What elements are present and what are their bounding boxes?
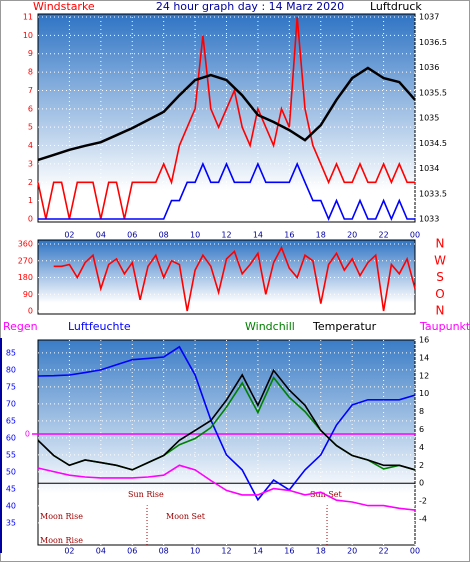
- series-line: [38, 161, 415, 222]
- x-tick-label: 12: [221, 547, 231, 556]
- y-tick-label: 35: [6, 518, 16, 527]
- series-line: [53, 245, 416, 312]
- y-tick-label: 75: [6, 382, 16, 391]
- y2-tick-label: 1034: [419, 164, 439, 173]
- y-tick-label: 0: [28, 307, 33, 316]
- x-tick-label: 08: [159, 231, 169, 240]
- annotation: Moon Rise: [40, 512, 83, 521]
- y2-tick-label: 1036.5: [419, 38, 447, 47]
- x-tick-label: 22: [378, 231, 388, 240]
- y2-tick-label: 1033: [419, 215, 439, 224]
- y-tick-label: 5: [28, 123, 33, 132]
- direction-label: O: [435, 287, 444, 301]
- x-tick-label: 12: [221, 231, 231, 240]
- y-tick-label: 85: [6, 348, 16, 357]
- y2-tick-label: -4: [419, 515, 427, 524]
- y-tick-label: 180: [18, 273, 33, 282]
- rain-label: Regen: [3, 320, 38, 333]
- y2-tick-label: 10: [419, 389, 429, 398]
- x-tick-label: 20: [347, 547, 357, 556]
- y-tick-label: 40: [6, 501, 16, 510]
- x-tick-label: 06: [127, 547, 137, 556]
- annotation: Sun Rise: [128, 490, 164, 499]
- x-tick-label: 04: [96, 547, 106, 556]
- wind-label: Windstarke: [33, 0, 95, 13]
- y-tick-label: 10: [23, 31, 33, 40]
- legend-entry: Temperatur: [312, 320, 377, 333]
- series-line: [37, 345, 416, 502]
- y2-tick-label: 8: [419, 407, 424, 416]
- x-tick-label: 20: [347, 231, 357, 240]
- y2-tick-label: 6: [419, 425, 424, 434]
- y-tick-label: 50: [6, 467, 16, 476]
- y2-tick-label: 1033.5: [419, 189, 447, 198]
- y-tick-label: 55: [6, 450, 16, 459]
- left-bar: [0, 338, 2, 553]
- y-tick-label: 270: [18, 256, 33, 265]
- direction-label: N: [436, 304, 445, 318]
- y-tick-label: 360: [18, 240, 33, 249]
- x-tick-label: 22: [378, 547, 388, 556]
- x-tick-label: 10: [190, 231, 200, 240]
- y2-tick-label: 4: [419, 443, 424, 452]
- y-tick-label: 11: [23, 13, 33, 22]
- y2-tick-label: 12: [419, 371, 429, 380]
- y-tick-label: 9: [28, 49, 33, 58]
- x-tick-label: 16: [284, 231, 294, 240]
- y-tick-label: 6: [28, 104, 33, 113]
- direction-label: W: [434, 253, 446, 267]
- y-tick-label: 65: [6, 416, 16, 425]
- y2-tick-label: 1034.5: [419, 139, 447, 148]
- y-tick-label: 4: [28, 141, 33, 150]
- y2-tick-label: 1035.5: [419, 88, 447, 97]
- rain-zero-label: 0: [25, 430, 30, 439]
- x-tick-label: 14: [253, 231, 263, 240]
- y-tick-label: 60: [6, 433, 16, 442]
- x-tick-label: 02: [64, 231, 74, 240]
- x-tick-label: 06: [127, 231, 137, 240]
- legend-entry: Luftfeuchte: [68, 320, 131, 333]
- x-tick-label: 00: [410, 231, 420, 240]
- y2-tick-label: 16: [419, 336, 429, 345]
- y-tick-label: 3: [28, 159, 33, 168]
- x-tick-label: 14: [253, 547, 263, 556]
- y2-tick-label: 14: [419, 353, 429, 362]
- y-tick-label: 70: [6, 399, 16, 408]
- y2-tick-label: 0: [419, 479, 424, 488]
- y-tick-label: 80: [6, 365, 16, 374]
- y2-tick-label: 1035: [419, 114, 439, 123]
- title: 24 hour graph day : 14 Marz 2020: [156, 0, 344, 13]
- direction-label: N: [436, 237, 445, 251]
- y-tick-label: 7: [28, 86, 33, 95]
- annotation: Moon Set: [166, 512, 206, 521]
- y2-tick-label: -2: [419, 497, 427, 506]
- series-line: [37, 66, 416, 162]
- y-tick-label: 8: [28, 68, 33, 77]
- series-line: [37, 368, 416, 471]
- legend-entry: Taupunkt: [419, 320, 470, 333]
- series-line: [37, 464, 416, 511]
- y2-tick-label: 2: [419, 461, 424, 470]
- x-tick-label: 18: [316, 547, 326, 556]
- x-tick-label: 08: [159, 547, 169, 556]
- x-tick-label: 02: [64, 547, 74, 556]
- direction-label: S: [436, 270, 444, 284]
- x-tick-label: 10: [190, 547, 200, 556]
- pressure-label: Luftdruck: [370, 0, 422, 13]
- y-tick-label: 1: [28, 196, 33, 205]
- legend-entry: Windchill: [245, 320, 295, 333]
- x-tick-label: 16: [284, 547, 294, 556]
- y2-tick-label: 1037: [419, 13, 439, 22]
- y-tick-label: 45: [6, 484, 16, 493]
- y-tick-label: 90: [23, 290, 33, 299]
- annotation: Moon Rise: [40, 536, 83, 545]
- y2-tick-label: 1036: [419, 63, 439, 72]
- x-tick-label: 18: [316, 231, 326, 240]
- y-tick-label: 0: [28, 215, 33, 224]
- y-tick-label: 2: [28, 178, 33, 187]
- x-tick-label: 00: [410, 547, 420, 556]
- x-tick-label: 04: [96, 231, 106, 240]
